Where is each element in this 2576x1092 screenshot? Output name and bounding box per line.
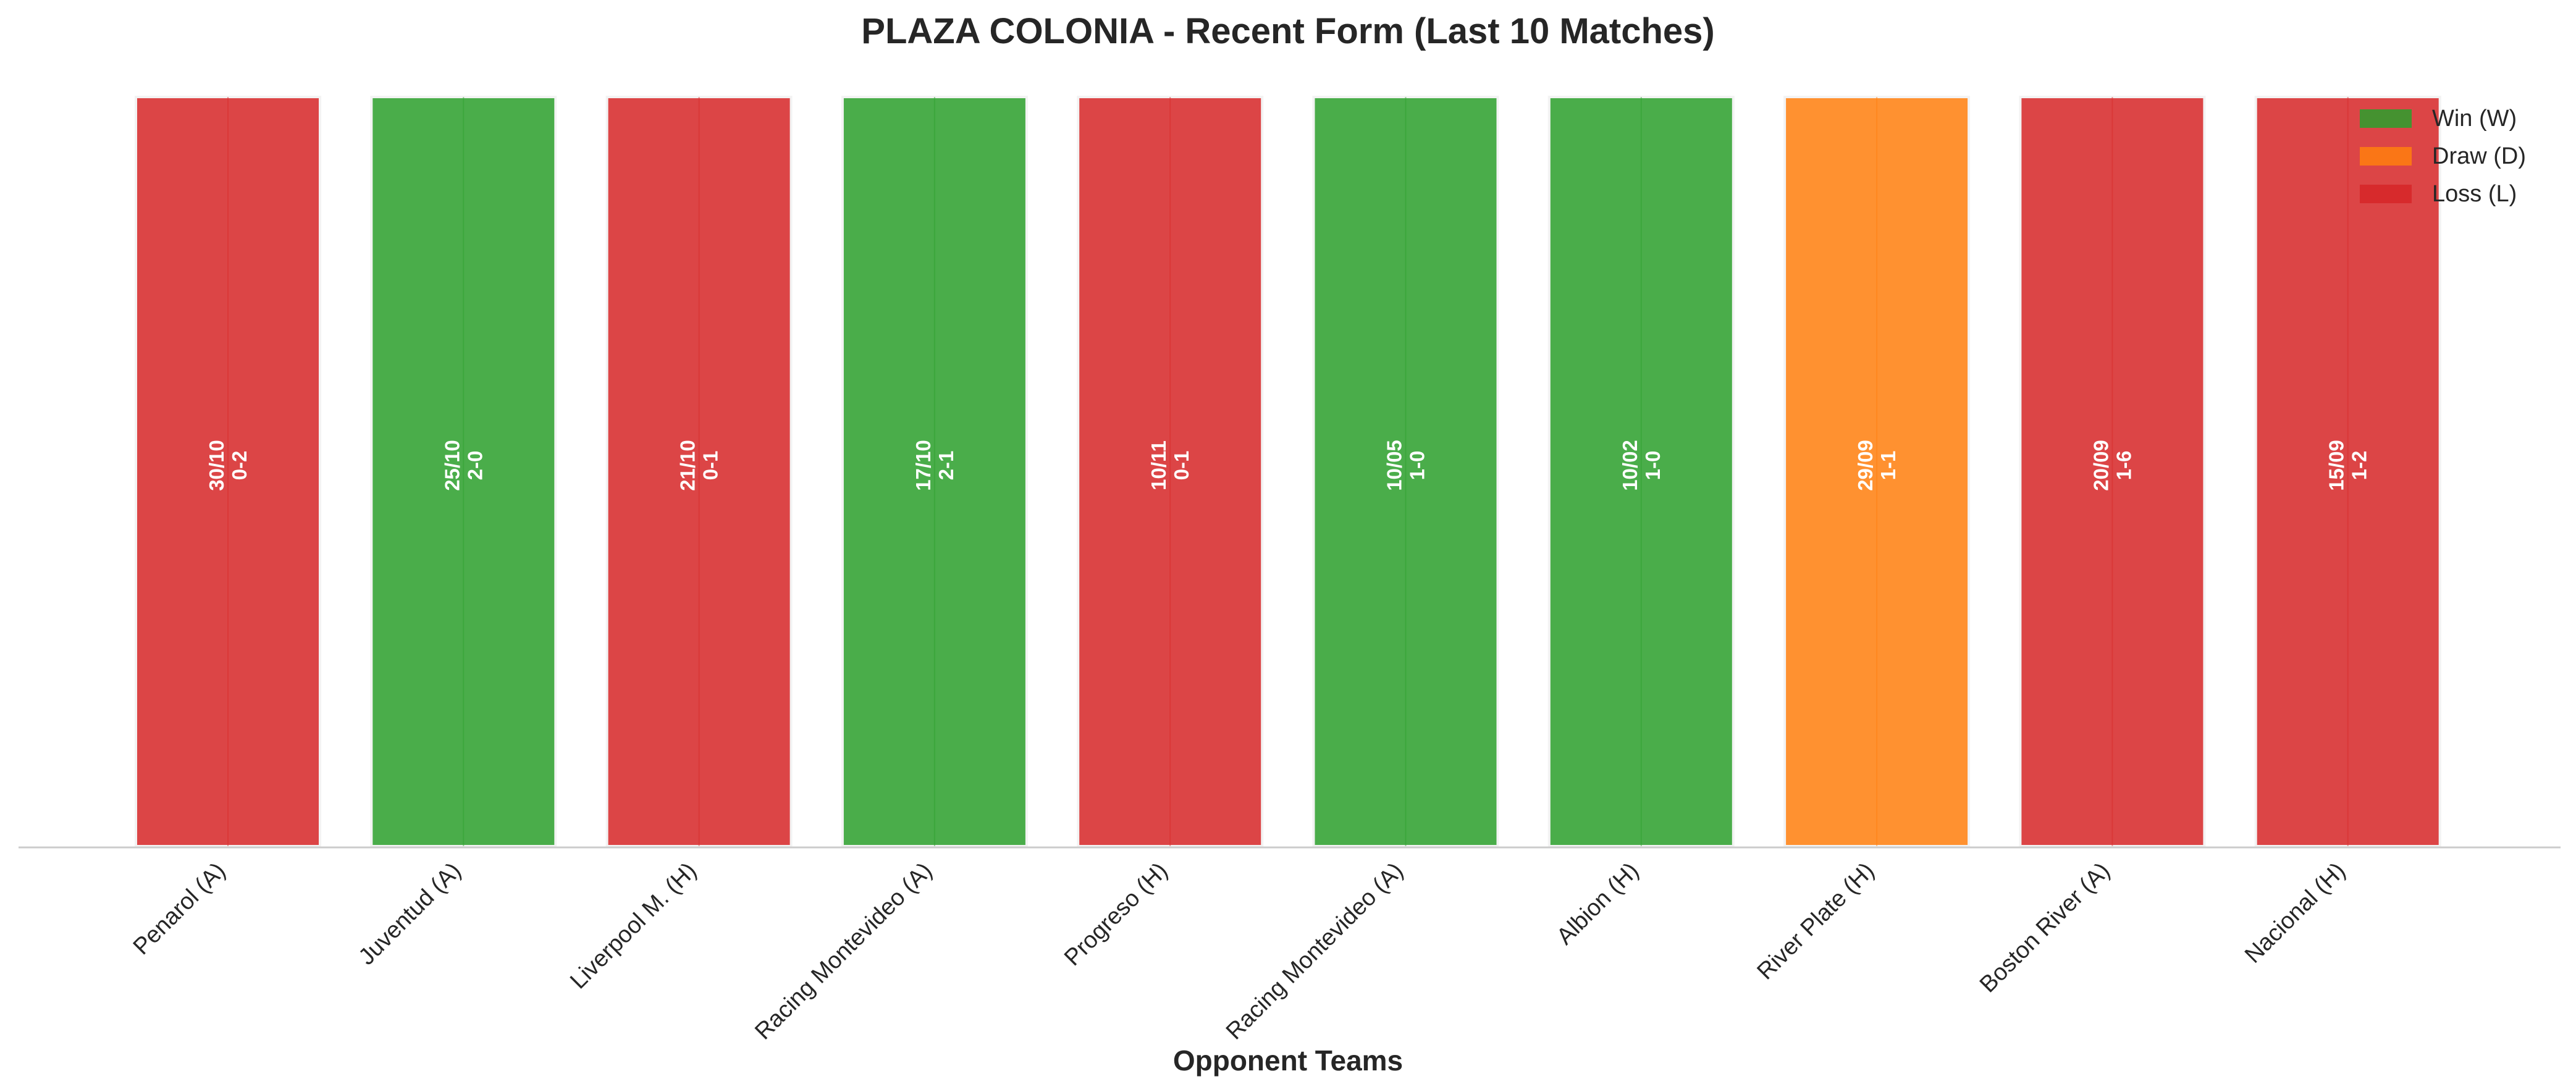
bar-label: 17/102-1: [912, 440, 958, 491]
x-tick-label: Racing Montevideo (A): [1221, 858, 1408, 1045]
bar-date-label: 21/10: [676, 440, 699, 491]
x-tick-label: Racing Montevideo (A): [750, 858, 937, 1045]
legend-swatch-l: [2360, 185, 2412, 203]
bar-date-label: 20/09: [2089, 440, 2112, 491]
legend-label-d: Draw (D): [2432, 143, 2526, 169]
bar-date-label: 29/09: [1854, 440, 1877, 491]
bar-1: [370, 96, 557, 847]
bar-9: [2254, 96, 2441, 847]
bar-label: 15/091-2: [2325, 440, 2371, 491]
bar-4: [1077, 96, 1264, 847]
bar-score-label: 0-1: [699, 451, 722, 481]
legend-swatch-d: [2360, 147, 2412, 166]
bar-date-label: 10/05: [1383, 440, 1406, 491]
bar-date-label: 25/10: [440, 440, 463, 491]
bar-label: 10/110-1: [1147, 440, 1193, 490]
bar-score-label: 1-1: [1877, 451, 1900, 481]
bar-score-label: 2-0: [463, 451, 486, 481]
bar-score-label: 1-0: [1406, 451, 1429, 481]
bar-label: 21/100-1: [676, 440, 722, 491]
bar-date-label: 10/02: [1618, 440, 1641, 491]
bar-label: 10/051-0: [1383, 440, 1429, 491]
bar-7: [1783, 96, 1971, 847]
bar-5: [1312, 96, 1499, 847]
bar-score-label: 0-2: [228, 451, 251, 481]
bar-date-label: 17/10: [912, 440, 935, 491]
x-tick-label: Nacional (H): [2240, 858, 2351, 968]
x-tick-label: Juventud (A): [354, 858, 466, 970]
bar-score-label: 0-1: [1170, 451, 1193, 481]
bar-score-label: 1-6: [2112, 451, 2135, 481]
bar-label: 25/102-0: [440, 440, 486, 491]
bar-score-label: 1-0: [1641, 451, 1664, 481]
x-tick-label: Progreso (H): [1059, 858, 1172, 971]
x-tick-label: Penarol (A): [128, 858, 231, 960]
x-tick-label: Albion (H): [1552, 858, 1644, 950]
x-axis-label: Opponent Teams: [1173, 1044, 1403, 1077]
bar-label: 29/091-1: [1854, 440, 1900, 491]
bar-score-label: 2-1: [935, 451, 958, 481]
x-tick-label: Boston River (A): [1975, 858, 2115, 998]
legend: Win (W) Draw (D) Loss (L): [2360, 106, 2526, 207]
legend-swatch-w: [2360, 109, 2412, 128]
bar-score-label: 1-2: [2348, 451, 2371, 481]
chart-title: PLAZA COLONIA - Recent Form (Last 10 Mat…: [861, 11, 1714, 51]
x-tick-labels: Penarol (A) Juventud (A) Liverpool M. (H) R…: [128, 858, 2351, 1045]
bar-8: [2019, 96, 2206, 847]
bar-date-label: 15/09: [2325, 440, 2348, 491]
bar-2: [605, 96, 793, 847]
bar-label: 20/091-6: [2089, 440, 2135, 491]
bar-date-label: 10/11: [1147, 440, 1170, 490]
bar-0: [135, 96, 321, 847]
bar-date-label: 30/10: [205, 440, 228, 491]
bar-label: 30/100-2: [205, 440, 251, 491]
bar-3: [841, 96, 1028, 847]
bar-label: 10/021-0: [1618, 440, 1664, 491]
legend-label-l: Loss (L): [2432, 181, 2517, 207]
x-tick-label: River Plate (H): [1753, 858, 1880, 985]
bar-6: [1547, 96, 1735, 847]
bars-layer: 30/100-2 25/102-0 21/100-1 17/102-1 10/110-1…: [135, 96, 2441, 847]
x-tick-label: Liverpool M. (H): [565, 858, 702, 994]
legend-label-w: Win (W): [2432, 106, 2517, 132]
